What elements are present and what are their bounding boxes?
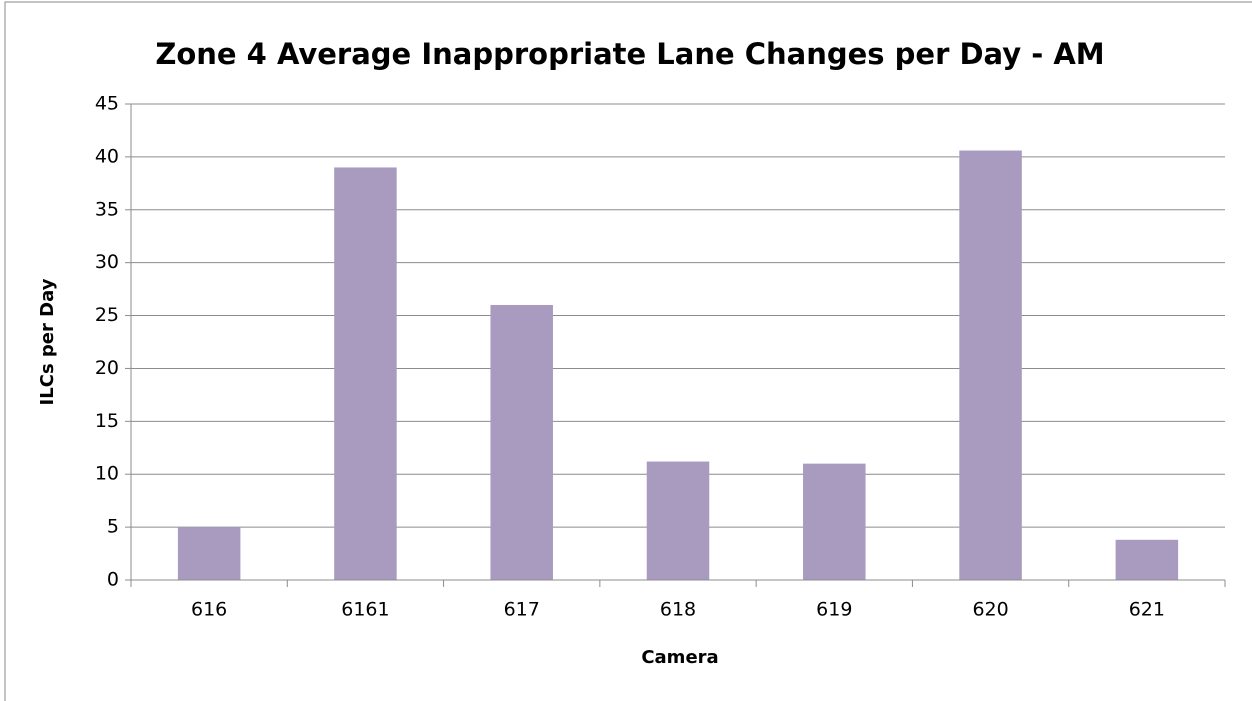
- y-tick-label: 10: [95, 463, 119, 485]
- y-axis-title: ILCs per Day: [37, 278, 58, 405]
- x-tick-label: 618: [660, 599, 696, 621]
- y-tick-label: 25: [95, 304, 119, 326]
- x-tick-label: 617: [504, 599, 540, 621]
- y-tick-label: 30: [95, 251, 119, 273]
- bar: [959, 150, 1022, 580]
- x-axis-title: Camera: [641, 647, 718, 668]
- y-tick-label: 20: [95, 357, 119, 379]
- bar: [177, 527, 241, 580]
- y-tick-label: 15: [95, 410, 119, 432]
- chart-frame: [4, 1, 1252, 701]
- x-tick-label: 6161: [341, 599, 389, 621]
- bar: [803, 463, 866, 580]
- y-tick-label: 5: [107, 516, 119, 538]
- x-tick-label: 621: [1129, 599, 1165, 621]
- chart-title: Zone 4 Average Inappropriate Lane Change…: [155, 37, 1104, 71]
- bar: [490, 304, 553, 580]
- y-tick-label: 40: [95, 145, 119, 167]
- y-tick-label: 0: [107, 569, 119, 591]
- bar: [646, 461, 710, 580]
- y-tick-label: 35: [95, 198, 119, 220]
- x-tick-label: 619: [816, 599, 852, 621]
- x-tick-label: 620: [972, 599, 1008, 621]
- y-tick-label: 45: [95, 93, 119, 115]
- x-tick-label: 616: [191, 599, 227, 621]
- bar: [334, 167, 397, 580]
- bar: [1115, 539, 1179, 580]
